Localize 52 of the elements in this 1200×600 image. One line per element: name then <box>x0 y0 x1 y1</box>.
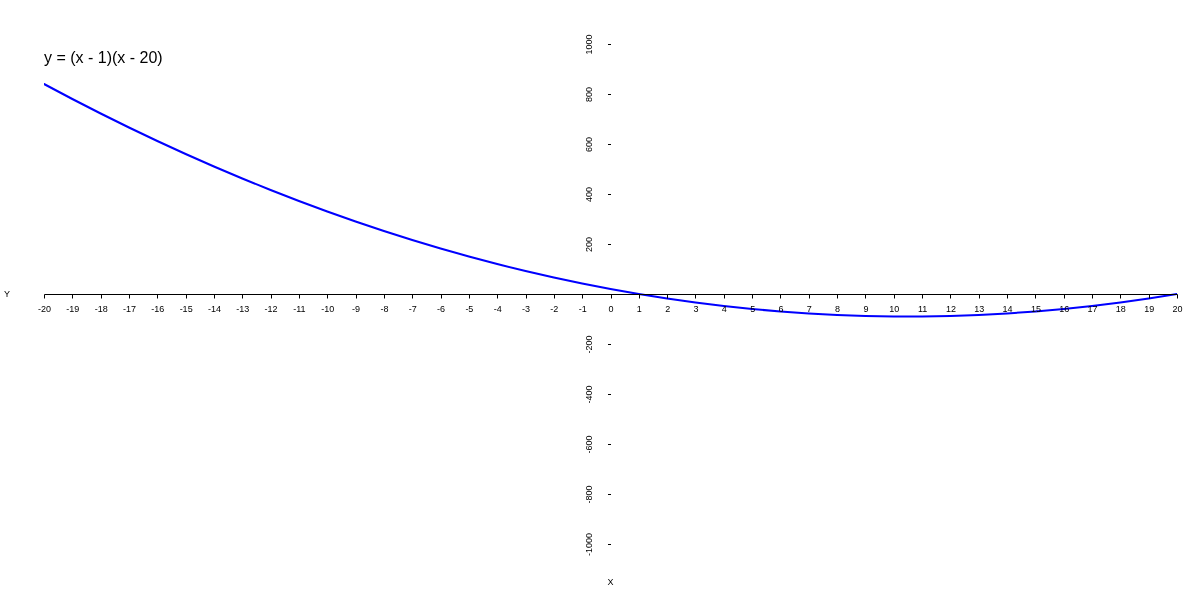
x-tick-label: 18 <box>1115 303 1126 314</box>
x-tick-label: 15 <box>1030 303 1041 314</box>
x-tick-label: -5 <box>465 303 474 314</box>
y-tick-label: -600 <box>584 435 594 454</box>
y-tick-label: 400 <box>584 186 594 203</box>
x-tick-label: -1 <box>578 303 587 314</box>
y-tick-label: -1000 <box>584 532 594 557</box>
x-axis-title: X <box>607 577 614 587</box>
x-tick-label: -8 <box>380 303 389 314</box>
x-tick-label: -6 <box>437 303 446 314</box>
x-tick-label: 8 <box>835 303 841 314</box>
y-tick-label: 1000 <box>584 34 594 55</box>
y-tick-label: 200 <box>584 236 594 253</box>
y-axis-title: Y <box>3 289 11 299</box>
x-tick-label: -20 <box>37 303 52 314</box>
x-tick-label: 4 <box>721 303 727 314</box>
x-tick-label: 9 <box>863 303 869 314</box>
y-tick-label: -200 <box>584 335 594 354</box>
x-tick-label: 14 <box>1002 303 1013 314</box>
x-tick-label: -19 <box>66 303 80 314</box>
y-tick-label: -400 <box>584 385 594 404</box>
x-tick-label: 7 <box>806 303 812 314</box>
x-tick-label: 6 <box>778 303 784 314</box>
y-tick-label: 600 <box>584 136 594 153</box>
x-tick-label: 10 <box>889 303 900 314</box>
x-tick-label: 0 <box>608 303 614 314</box>
x-tick-label: -10 <box>321 303 335 314</box>
x-tick-label: -16 <box>151 303 165 314</box>
x-tick-label: -7 <box>408 303 417 314</box>
x-tick-label: -11 <box>293 303 306 314</box>
x-tick-label: 13 <box>974 303 985 314</box>
x-tick-label: -15 <box>179 303 193 314</box>
x-tick-label: -18 <box>94 303 108 314</box>
x-tick-label: 11 <box>917 303 928 314</box>
x-tick-label: 5 <box>750 303 756 314</box>
x-tick-label: -14 <box>207 303 221 314</box>
x-tick-label: 1 <box>636 303 642 314</box>
x-tick-label: -12 <box>264 303 278 314</box>
y-tick-label: -800 <box>584 485 594 504</box>
x-tick-label: 19 <box>1144 303 1155 314</box>
x-tick-label: 3 <box>693 303 699 314</box>
x-tick-label: -9 <box>352 303 361 314</box>
y-tick-label: 800 <box>584 86 594 103</box>
x-tick-label: -3 <box>522 303 531 314</box>
x-tick-label: -4 <box>493 303 502 314</box>
x-tick-label: -2 <box>550 303 559 314</box>
x-tick-label: -17 <box>122 303 136 314</box>
x-tick-label: 12 <box>945 303 956 314</box>
x-tick-label: 20 <box>1172 303 1183 314</box>
x-tick-label: 2 <box>665 303 671 314</box>
chart-title: y = (x - 1)(x - 20) <box>44 49 163 66</box>
x-tick-label: -13 <box>236 303 250 314</box>
